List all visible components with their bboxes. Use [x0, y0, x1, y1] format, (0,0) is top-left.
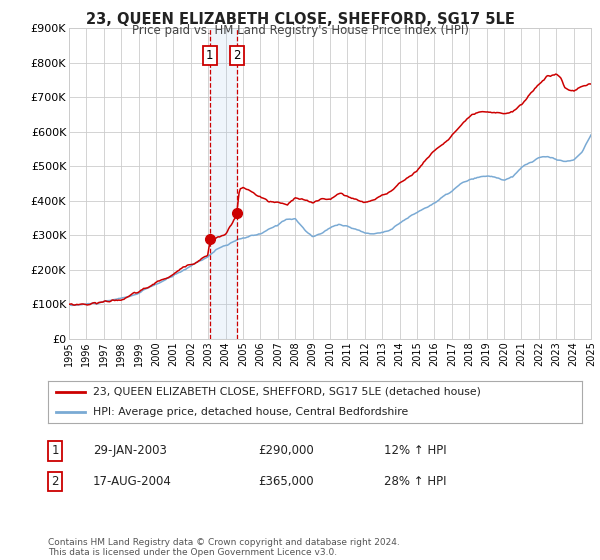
- Text: 28% ↑ HPI: 28% ↑ HPI: [384, 475, 446, 488]
- Text: £290,000: £290,000: [258, 444, 314, 458]
- Text: 1: 1: [206, 49, 214, 62]
- Text: 2: 2: [233, 49, 241, 62]
- Text: HPI: Average price, detached house, Central Bedfordshire: HPI: Average price, detached house, Cent…: [94, 407, 409, 417]
- Text: Price paid vs. HM Land Registry's House Price Index (HPI): Price paid vs. HM Land Registry's House …: [131, 24, 469, 37]
- Text: 29-JAN-2003: 29-JAN-2003: [93, 444, 167, 458]
- Text: 1: 1: [52, 444, 59, 458]
- Text: Contains HM Land Registry data © Crown copyright and database right 2024.
This d: Contains HM Land Registry data © Crown c…: [48, 538, 400, 557]
- Text: 23, QUEEN ELIZABETH CLOSE, SHEFFORD, SG17 5LE (detached house): 23, QUEEN ELIZABETH CLOSE, SHEFFORD, SG1…: [94, 387, 481, 396]
- Text: 17-AUG-2004: 17-AUG-2004: [93, 475, 172, 488]
- Text: 2: 2: [52, 475, 59, 488]
- Text: 23, QUEEN ELIZABETH CLOSE, SHEFFORD, SG17 5LE: 23, QUEEN ELIZABETH CLOSE, SHEFFORD, SG1…: [86, 12, 514, 27]
- Text: 12% ↑ HPI: 12% ↑ HPI: [384, 444, 446, 458]
- Text: £365,000: £365,000: [258, 475, 314, 488]
- Bar: [209, 28, 236, 339]
